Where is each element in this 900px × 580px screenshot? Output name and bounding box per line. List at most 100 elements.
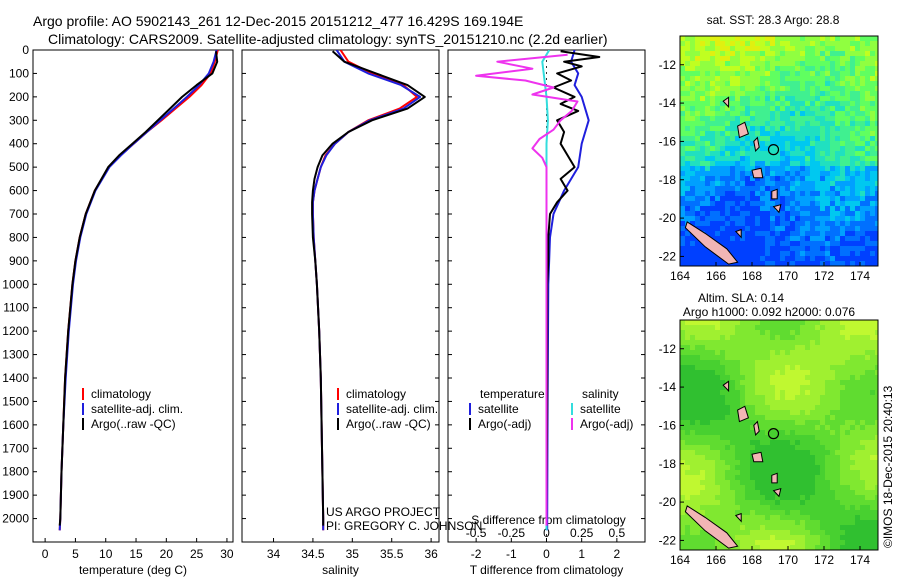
map-cell xyxy=(805,545,811,550)
map-cell xyxy=(685,261,691,266)
map-cell xyxy=(790,91,796,97)
map-cell xyxy=(845,485,851,491)
map-cell xyxy=(850,525,856,531)
map-cell xyxy=(800,440,806,446)
map-cell xyxy=(875,176,878,182)
map-cell xyxy=(855,505,861,511)
map-cell xyxy=(785,166,791,172)
map-cell xyxy=(810,96,816,102)
map-cell xyxy=(800,360,806,366)
map-cell xyxy=(725,71,731,77)
map-cell xyxy=(815,535,821,541)
map-cell xyxy=(830,241,836,247)
map-cell xyxy=(735,36,741,42)
map-cell xyxy=(700,360,706,366)
map-cell xyxy=(705,261,711,266)
map-cell xyxy=(680,515,686,521)
map-cell xyxy=(745,126,751,132)
map-cell xyxy=(795,211,801,217)
map-cell xyxy=(710,455,716,461)
map-cell xyxy=(780,470,786,476)
map-cell xyxy=(730,251,736,257)
map-cell xyxy=(805,520,811,526)
map-cell xyxy=(735,71,741,77)
map-cell xyxy=(870,440,876,446)
map-cell xyxy=(815,340,821,346)
map-cell xyxy=(755,385,761,391)
map-cell xyxy=(860,76,866,82)
map-cell xyxy=(685,420,691,426)
map-cell xyxy=(730,350,736,356)
map-cell xyxy=(685,246,691,252)
map-cell xyxy=(680,201,686,207)
map-cell xyxy=(865,340,871,346)
map-cell xyxy=(860,345,866,351)
map-cell xyxy=(830,410,836,416)
map-cell xyxy=(695,430,701,436)
header-line2: Climatology: CARS2009. Satellite-adjuste… xyxy=(48,31,608,47)
map-cell xyxy=(870,76,876,82)
map-cell xyxy=(745,191,751,197)
map-cell xyxy=(715,46,721,52)
map-cell xyxy=(795,201,801,207)
map-cell xyxy=(760,166,766,172)
map-cell xyxy=(745,375,751,381)
map-cell xyxy=(700,495,706,501)
map-cell xyxy=(840,226,846,232)
map-cell xyxy=(770,151,776,157)
map-cell xyxy=(825,440,831,446)
map-cell xyxy=(810,76,816,82)
map-cell xyxy=(825,81,831,87)
map-cell xyxy=(825,390,831,396)
map-cell xyxy=(750,325,756,331)
map-cell xyxy=(860,61,866,67)
map-cell xyxy=(700,66,706,72)
map-cell xyxy=(805,470,811,476)
map-cell xyxy=(750,395,756,401)
map-cell xyxy=(750,500,756,506)
map-cell xyxy=(710,500,716,506)
map-cell xyxy=(730,76,736,82)
map-cell xyxy=(735,96,741,102)
map-cell xyxy=(870,81,876,87)
map-cell xyxy=(775,231,781,237)
map-cell xyxy=(770,106,776,112)
map-cell xyxy=(860,360,866,366)
map-cell xyxy=(695,211,701,217)
map-cell xyxy=(795,66,801,72)
map-cell xyxy=(860,211,866,217)
map-cell xyxy=(775,41,781,47)
map-cell xyxy=(815,261,821,266)
island-shape xyxy=(771,472,778,484)
map-cell xyxy=(690,91,696,97)
map-cell xyxy=(765,101,771,107)
map-cell xyxy=(780,540,786,546)
map-cell xyxy=(860,495,866,501)
map-cell xyxy=(780,91,786,97)
map-cell xyxy=(735,545,741,550)
map-cell xyxy=(815,91,821,97)
map-cell xyxy=(815,206,821,212)
map-cell xyxy=(865,161,871,167)
map-cell xyxy=(725,76,731,82)
map-cell xyxy=(740,510,746,516)
map-cell xyxy=(845,256,851,262)
map-cell xyxy=(830,186,836,192)
map-cell xyxy=(820,61,826,67)
map-cell xyxy=(680,460,686,466)
map-cell xyxy=(750,61,756,67)
map-cell xyxy=(800,510,806,516)
map-cell xyxy=(700,126,706,132)
map-cell xyxy=(805,540,811,546)
map-cell xyxy=(845,545,851,550)
map-cell xyxy=(760,495,766,501)
map-cell xyxy=(705,221,711,227)
map-cell xyxy=(820,36,826,42)
map-cell xyxy=(725,420,731,426)
map-cell xyxy=(740,470,746,476)
map-cell xyxy=(830,76,836,82)
map-cell xyxy=(695,221,701,227)
map-cell xyxy=(800,375,806,381)
map-cell xyxy=(795,480,801,486)
map-cell xyxy=(725,166,731,172)
